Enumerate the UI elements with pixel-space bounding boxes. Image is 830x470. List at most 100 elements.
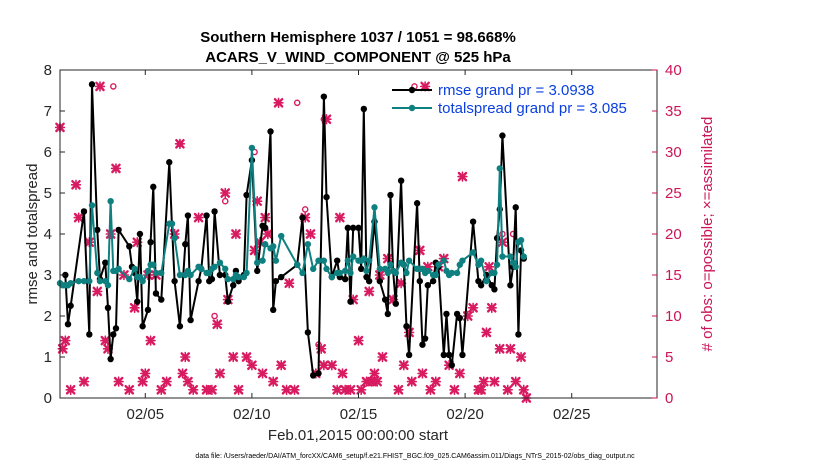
obs-assimilated-marker <box>486 302 497 313</box>
x-axis-ticks: 02/05 02/10 02/15 02/20 02/25 <box>127 70 590 423</box>
spread-point <box>315 257 322 264</box>
rmse-point <box>94 226 101 234</box>
rmse-point <box>150 183 157 191</box>
spread-point <box>243 269 250 277</box>
rmse-point <box>254 267 261 275</box>
spread-point <box>278 232 285 240</box>
spread-point <box>424 267 431 275</box>
obs-assimilated-marker <box>161 376 172 387</box>
y-tick-label: 6 <box>44 144 52 161</box>
rmse-point <box>224 298 232 305</box>
obs-assimilated-marker <box>369 368 380 379</box>
y-axis-ticks: 0 1 2 3 4 5 6 7 8 <box>44 62 65 407</box>
rmse-point <box>195 277 202 285</box>
x-tick-label: 02/10 <box>233 406 271 423</box>
right-axis-label: # of obs: o=possible; ×=assimilated <box>699 117 716 352</box>
spread-point <box>248 144 256 152</box>
rmse-point <box>299 214 306 221</box>
obs-assimilated-marker <box>371 376 383 387</box>
obs-assimilated-marker <box>363 286 375 297</box>
spread-point <box>235 273 242 281</box>
spread-point <box>176 271 184 279</box>
rmse-point <box>152 290 160 297</box>
rmse-point <box>144 306 152 314</box>
spread-point <box>376 265 384 273</box>
spread-point <box>323 265 330 273</box>
obs-assimilated-marker <box>140 368 151 379</box>
obs-assimilated-marker <box>60 335 71 346</box>
obs-assimilated-marker <box>345 384 356 395</box>
obs-assimilated-marker <box>414 245 425 256</box>
legend-rmse-marker <box>408 86 416 94</box>
spread-point <box>387 261 394 268</box>
rmse-point <box>262 224 269 232</box>
rmse-point <box>341 275 349 283</box>
spread-point <box>152 269 160 277</box>
right-tick-label: 40 <box>665 62 682 79</box>
rmse-point <box>86 331 93 338</box>
right-tick-label: 0 <box>665 390 673 407</box>
obs-possible-marker <box>211 312 218 320</box>
spread-point <box>224 275 232 283</box>
right-tick-label: 15 <box>665 267 682 284</box>
spread-point <box>88 202 96 209</box>
rmse-point <box>110 331 117 338</box>
obs-assimilated-marker <box>289 384 300 395</box>
rmse-point <box>421 335 429 342</box>
spread-point <box>371 204 378 211</box>
spread-point <box>365 257 373 264</box>
spread-point <box>254 259 261 266</box>
obs-assimilated-marker <box>305 228 316 240</box>
x-tick-label: 02/20 <box>446 406 484 423</box>
spread-point <box>80 277 88 285</box>
rmse-point <box>357 265 365 273</box>
obs-assimilated-marker <box>353 335 364 346</box>
rmse-point <box>387 191 394 199</box>
rmse-point <box>384 310 392 318</box>
obs-assimilated-marker <box>177 368 188 379</box>
obs-assimilated-marker <box>257 368 268 379</box>
obs-assimilated-marker <box>406 376 418 387</box>
spread-point <box>405 257 413 264</box>
obs-assimilated-marker <box>262 228 274 240</box>
spread-point <box>131 265 138 273</box>
rmse-point <box>416 277 423 285</box>
rmse-point <box>187 316 194 324</box>
rmse-point <box>403 323 410 330</box>
spread-point <box>341 267 349 275</box>
spread-point <box>499 253 506 260</box>
legend: rmse grand pr = 3.0938 totalspread grand… <box>392 82 627 117</box>
rmse-point <box>166 159 173 166</box>
spread-point <box>309 265 317 273</box>
rmse-point <box>126 243 133 250</box>
spread-point <box>211 263 218 270</box>
obs-assimilated-marker <box>214 368 226 379</box>
spread-point <box>347 269 354 277</box>
right-tick-label: 30 <box>665 144 682 161</box>
spread-point <box>259 257 266 264</box>
obs-assimilated-marker <box>518 384 529 395</box>
obs-assimilated-marker <box>129 302 140 313</box>
rmse-point <box>355 224 362 232</box>
rmse-point <box>309 372 317 379</box>
rmse-point <box>304 329 312 336</box>
right-tick-label: 35 <box>665 103 682 120</box>
rmse-point <box>413 200 421 207</box>
chart-subtitle: ACARS_V_WIND_COMPONENT @ 525 hPa <box>205 49 511 66</box>
spread-point <box>96 277 104 285</box>
obs-assimilated-marker <box>92 286 103 297</box>
rmse-point <box>62 271 69 279</box>
obs-assimilated-marker <box>494 343 505 354</box>
spread-point <box>216 259 224 266</box>
legend-spread-marker <box>408 104 416 112</box>
data-file-footer: data file: /Users/raeder/DAI/ATM_forcXX/… <box>195 453 635 460</box>
obs-assimilated-marker <box>188 384 199 395</box>
obs-assimilated-marker <box>377 351 388 363</box>
obs-assimilated-marker <box>425 384 436 395</box>
rmse-point <box>136 230 144 238</box>
spread-point <box>144 267 152 275</box>
x-tick-label: 02/05 <box>127 406 165 423</box>
rmse-point <box>397 177 405 184</box>
spread-point <box>477 257 485 264</box>
rmse-point <box>211 208 218 215</box>
